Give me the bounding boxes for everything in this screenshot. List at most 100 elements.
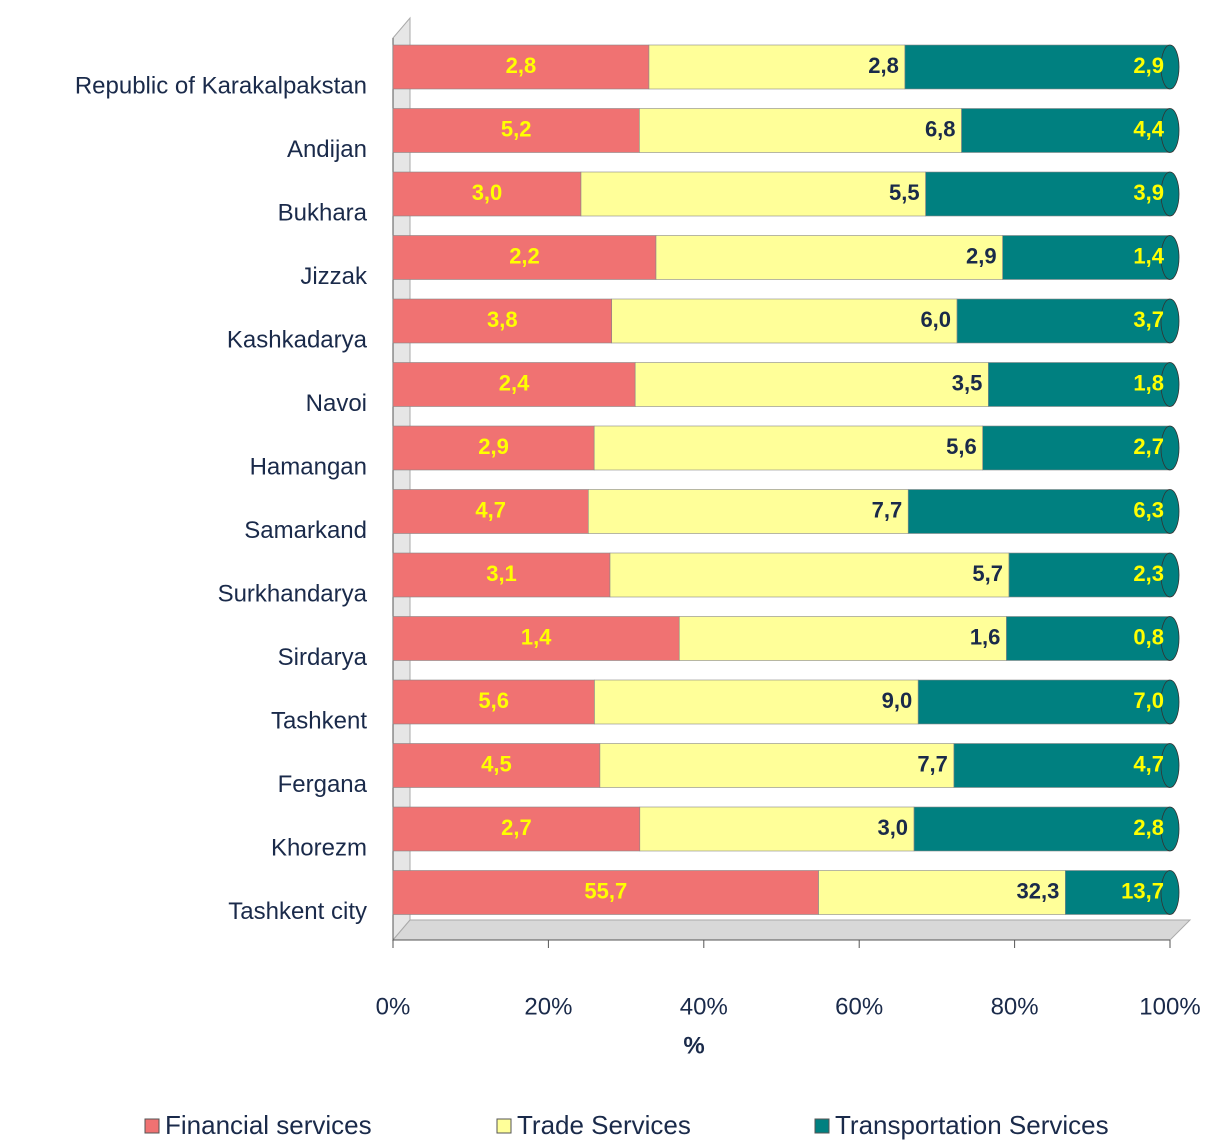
data-label: 7,0	[1133, 688, 1164, 713]
bar-segment	[599, 743, 955, 788]
y-tick-label: Tashkent	[271, 707, 367, 734]
y-tick-label: Hamangan	[250, 453, 367, 480]
bar-segment	[982, 425, 1171, 471]
bar-segment	[925, 171, 1171, 217]
y-tick-label: Navoi	[306, 390, 367, 417]
bar-segment	[1006, 616, 1171, 661]
bar-segment	[392, 616, 680, 661]
bar-segment	[587, 489, 909, 534]
y-tick-label: Tashkent city	[228, 898, 367, 925]
x-tick-label: 40%	[680, 993, 728, 1020]
legend-label: Transportation Services	[835, 1110, 1109, 1140]
data-label: 6,3	[1133, 497, 1164, 522]
data-label: 4,7	[1133, 751, 1164, 776]
y-tick-label: Khorezm	[271, 834, 367, 861]
data-label: 4,4	[1133, 116, 1164, 141]
x-tick-label: 60%	[835, 993, 883, 1020]
y-tick-label: Jizzak	[300, 263, 368, 290]
data-label: 2,9	[478, 434, 509, 459]
data-label: 3,5	[952, 370, 983, 395]
y-tick-label: Sirdarya	[278, 644, 368, 671]
bar-segment	[609, 552, 1010, 598]
data-label: 5,6	[478, 688, 509, 713]
legend-label: Financial services	[165, 1110, 372, 1140]
data-label: 9,0	[882, 688, 913, 713]
bar-segment	[392, 870, 819, 915]
bar-segment	[961, 108, 1171, 153]
data-label: 2,2	[509, 243, 540, 268]
bar-segment	[611, 298, 958, 344]
bar-segment	[648, 44, 906, 90]
data-label: 2,7	[501, 815, 532, 840]
bar-end	[1160, 679, 1180, 725]
data-label: 32,3	[1017, 878, 1060, 903]
data-label: 2,3	[1133, 561, 1164, 586]
bar-segment	[953, 743, 1171, 788]
bar-end	[1160, 235, 1180, 280]
data-label: 2,8	[1133, 815, 1164, 840]
floor	[391, 919, 1192, 941]
bar-segment	[956, 298, 1171, 344]
data-label: 2,8	[506, 53, 537, 78]
y-tick-label: Kashkadarya	[227, 326, 368, 353]
bar-segment	[392, 425, 595, 471]
data-label: 3,9	[1133, 180, 1164, 205]
y-tick-label: Samarkand	[244, 517, 367, 544]
bar-end	[1160, 552, 1180, 598]
data-label: 3,7	[1133, 307, 1164, 332]
y-tick-label: Surkhandarya	[218, 580, 368, 607]
data-label: 13,7	[1121, 878, 1164, 903]
bar-end	[1160, 44, 1180, 90]
y-tick-label: Fergana	[278, 771, 368, 798]
data-label: 3,8	[487, 307, 518, 332]
bar-segment	[907, 489, 1171, 534]
bar-segment	[392, 108, 640, 153]
data-label: 2,9	[966, 243, 997, 268]
data-label: 6,8	[925, 116, 956, 141]
data-label: 3,0	[877, 815, 908, 840]
data-label: 0,8	[1133, 624, 1164, 649]
x-tick-label: 100%	[1139, 993, 1200, 1020]
data-label: 4,5	[481, 751, 512, 776]
bar-end	[1160, 743, 1180, 788]
data-label: 7,7	[872, 497, 903, 522]
bar-end	[1160, 171, 1180, 217]
bar-segment	[392, 552, 611, 598]
side-wall	[392, 16, 411, 942]
bar-end	[1160, 489, 1180, 534]
data-label: 7,7	[917, 751, 948, 776]
data-label: 2,9	[1133, 53, 1164, 78]
y-tick-label: Bukhara	[278, 199, 368, 226]
data-label: 5,7	[972, 561, 1003, 586]
data-label: 3,1	[486, 561, 517, 586]
bar-segment	[392, 298, 613, 344]
bar-end	[1160, 425, 1180, 471]
bar-segment	[639, 806, 915, 852]
bar-segment	[392, 489, 589, 534]
bar-segment	[392, 44, 650, 90]
bar-end	[1160, 298, 1180, 344]
bar-end	[1160, 870, 1180, 915]
bar-segment	[392, 362, 636, 407]
bar-segment	[917, 679, 1171, 725]
bar-segment	[988, 362, 1171, 407]
y-tick-label: Andijan	[287, 136, 367, 163]
bar-segment	[639, 108, 962, 153]
bar-segment	[1065, 870, 1171, 915]
data-label: 1,6	[970, 624, 1001, 649]
x-tick-label: 0%	[376, 993, 411, 1020]
y-tick-label: Republic of Karakalpakstan	[75, 72, 367, 99]
data-label: 55,7	[584, 878, 627, 903]
bar-segment	[392, 743, 601, 788]
legend-label: Trade Services	[517, 1110, 691, 1140]
legend-swatch	[144, 1118, 160, 1134]
bar-end	[1160, 108, 1180, 153]
bar-segment	[678, 616, 1007, 661]
legend-swatch	[814, 1118, 830, 1134]
bar-segment	[904, 44, 1171, 90]
data-label: 2,4	[499, 370, 530, 395]
bar-segment	[818, 870, 1066, 915]
data-label: 1,4	[1133, 243, 1164, 268]
data-label: 5,2	[501, 116, 532, 141]
x-tick-label: 20%	[524, 993, 572, 1020]
